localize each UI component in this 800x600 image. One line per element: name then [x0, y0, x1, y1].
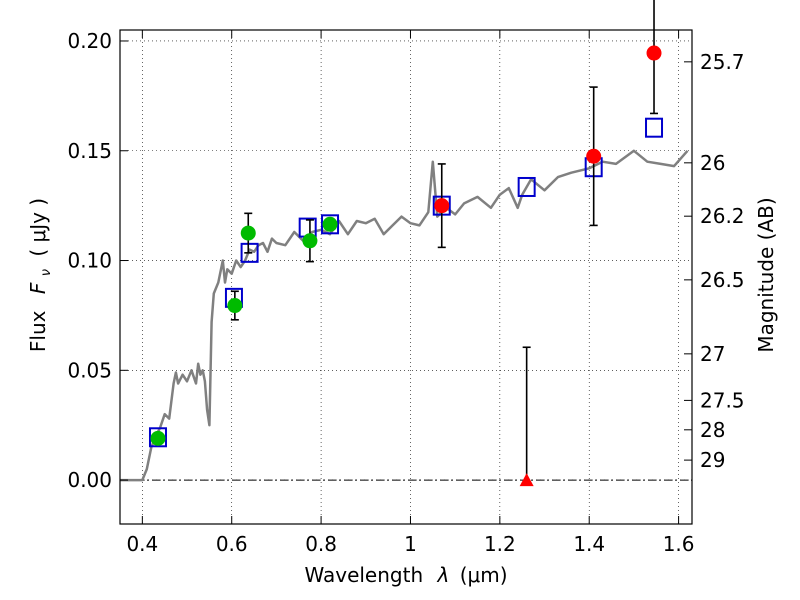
upper-limit-triangle	[519, 473, 534, 487]
y-axis-label: Flux F ν ( μJy )	[26, 198, 55, 352]
model-square-point	[148, 427, 167, 448]
model-square-point	[321, 214, 340, 235]
photometry-point	[150, 430, 166, 446]
mag-ticks: 25.7 26 26.2 26.5 27 27.5 28 29	[684, 50, 745, 472]
photometry-point	[434, 198, 450, 214]
mag-tick-label: 27	[700, 342, 725, 366]
photometry-point	[586, 148, 602, 164]
series-dots	[150, 212, 338, 446]
spectrum-line	[120, 149, 689, 482]
plot-frame	[119, 29, 693, 525]
mag-tick-label: 28	[700, 418, 725, 442]
y-tick-label: 0.15	[67, 139, 112, 163]
photometry-point	[227, 298, 243, 314]
grid	[120, 30, 692, 524]
x-axis-label: Wavelength λ (μm)	[304, 563, 507, 587]
photometry-point	[240, 225, 256, 241]
plot-area	[120, 0, 689, 487]
x-axis-label-symbol: λ	[437, 563, 450, 587]
y2-axis-label: Magnitude (AB)	[754, 197, 778, 352]
y-axis-label-unit: ( μJy )	[26, 198, 50, 257]
series-line	[120, 149, 689, 482]
x-tick-label: 0.8	[305, 532, 337, 556]
x-tick-label: 1.4	[573, 532, 605, 556]
x-axis-label-text: Wavelength	[304, 563, 423, 587]
mag-tick-label: 26.2	[700, 204, 745, 228]
series-dots	[434, 0, 662, 249]
mag-tick-label: 26.5	[700, 268, 745, 292]
model-square-point	[240, 242, 259, 263]
x-axis-label-unit: (μm)	[460, 563, 508, 587]
photometry-point	[302, 233, 318, 249]
series-triangle	[519, 346, 534, 487]
x-tick-label: 0.6	[216, 532, 248, 556]
mag-tick-label: 29	[700, 448, 725, 472]
x-tick-label: 1.6	[663, 532, 695, 556]
y-axis-label-subscript: ν	[39, 269, 54, 276]
mag-tick-label: 27.5	[700, 388, 745, 412]
x-tick-label: 1.2	[484, 532, 516, 556]
model-square-point	[517, 176, 536, 197]
model-square-point	[645, 117, 664, 138]
y-axis-label-symbol: F	[26, 282, 50, 294]
mag-tick-label: 26	[700, 151, 725, 175]
y-ticks: 0.00 0.05 0.10 0.15 0.20	[67, 29, 128, 492]
x-tick-label: 0.4	[126, 532, 158, 556]
y-tick-label: 0.00	[67, 468, 112, 492]
y-tick-label: 0.05	[67, 358, 112, 382]
y-tick-label: 0.10	[67, 249, 112, 273]
photometry-point	[322, 216, 338, 232]
y-tick-label: 0.20	[67, 29, 112, 53]
series-squares	[148, 117, 664, 448]
mag-tick-label: 25.7	[700, 50, 745, 74]
x-tick-label: 1	[404, 532, 417, 556]
y-axis-label-text: Flux	[26, 310, 50, 352]
photometry-point	[646, 45, 662, 61]
x-ticks: 0.4 0.6 0.8 1 1.2 1.4 1.6	[126, 30, 695, 556]
